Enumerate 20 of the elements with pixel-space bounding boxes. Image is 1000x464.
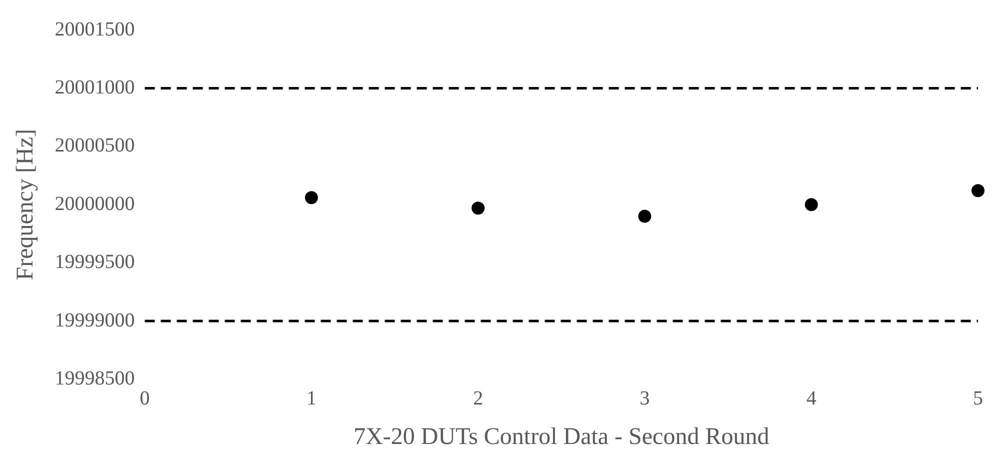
- x-tick-label: 4: [806, 387, 816, 410]
- y-axis-title: Frequency [Hz]: [12, 128, 39, 280]
- y-tick-label: 20001000: [54, 76, 135, 98]
- y-tick-label: 20001500: [54, 18, 135, 40]
- x-tick-label: 3: [640, 387, 650, 410]
- x-tick-label: 2: [473, 387, 484, 410]
- point: [972, 184, 984, 198]
- y-tick-label: 19998500: [54, 367, 135, 390]
- x-tick-label: 1: [306, 387, 316, 410]
- y-tick-label: 19999000: [54, 309, 135, 332]
- x-axis-title: 7X-20 DUTs Control Data - Second Round: [354, 424, 770, 450]
- point: [804, 198, 818, 212]
- point: [472, 202, 485, 215]
- x-tick-label: 5: [973, 387, 983, 410]
- point: [638, 210, 652, 223]
- x-tick-label: 0: [140, 387, 150, 410]
- y-tick-label: 20000500: [54, 134, 135, 157]
- y-tick-label: 19999500: [54, 251, 135, 274]
- y-tick-label: 20000000: [54, 192, 135, 215]
- point: [304, 191, 318, 204]
